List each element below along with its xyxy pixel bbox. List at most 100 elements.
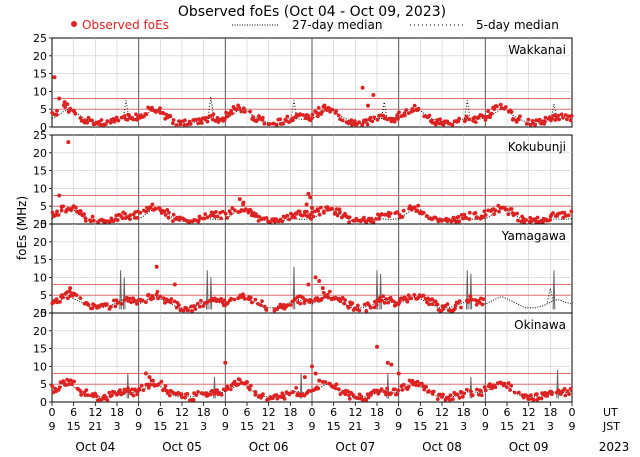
observed-point [382,301,387,305]
observed-point [125,295,129,300]
ut-tick-label: 0 [482,406,489,419]
observed-point [237,106,242,110]
observed-point [242,110,247,114]
ut-tick-label: 6 [417,406,424,419]
observed-point [245,380,250,384]
legend-observed-marker [71,21,77,27]
observed-point [352,119,357,123]
observed-point [83,393,88,397]
observed-outlier [389,362,394,367]
y-tick-label: 20 [33,325,47,338]
observed-point [518,114,522,119]
observed-point [326,295,331,300]
observed-point [316,209,321,213]
observed-point [404,108,409,112]
observed-point [316,106,321,110]
observed-point [112,298,116,303]
observed-point [92,303,97,308]
observed-point [181,308,186,313]
observed-point [127,296,132,301]
ut-tick-label: 18 [283,406,297,419]
observed-point [205,119,210,124]
observed-point [347,220,351,225]
observed-point [167,393,172,398]
station-label: Wakkanai [508,43,566,57]
observed-point [311,214,316,219]
observed-point [357,120,361,124]
observed-point [391,299,396,304]
day-label: Oct 05 [162,440,202,454]
observed-point [78,296,83,300]
observed-point [183,395,188,400]
observed-point [129,300,134,305]
observed-point [195,301,200,306]
observed-point [536,396,541,401]
observed-point [364,398,369,402]
observed-point [177,119,182,124]
observed-point [242,297,247,301]
observed-point [550,392,554,397]
observed-point [137,386,142,391]
observed-point [503,105,508,109]
observed-point [366,395,371,400]
observed-point [333,386,338,391]
observed-point [134,117,139,122]
observed-point [475,387,479,392]
observed-point [350,301,355,306]
observed-point [330,107,334,112]
observed-outlier [310,206,314,210]
observed-point [199,298,203,303]
observed-point [454,219,458,224]
observed-point [381,294,386,299]
observed-point [241,106,246,111]
observed-point [346,393,351,397]
observed-point [99,118,104,122]
observed-point [412,205,417,210]
observed-outlier [223,360,228,365]
observed-point [514,120,519,124]
observed-outlier [154,264,159,269]
observed-point [479,393,484,398]
observed-point [287,217,292,222]
observed-point [171,121,175,126]
observed-point [193,307,198,311]
observed-point [477,392,481,397]
observed-point [301,296,306,300]
observed-point [392,119,397,124]
y-tick-label: 0 [40,307,47,320]
observed-point [459,305,463,310]
observed-point [346,306,351,310]
observed-point [158,294,163,299]
observed-point [167,210,171,215]
observed-point [86,393,90,397]
observed-point [446,217,451,222]
observed-point [498,102,503,107]
observed-point [192,304,197,309]
observed-point [177,303,181,307]
observed-point [438,117,442,122]
observed-point [229,296,234,301]
observed-point [219,216,223,221]
observed-point [319,205,323,210]
observed-point [365,122,370,127]
observed-point [548,218,552,222]
observed-point [215,214,220,219]
observed-point [109,304,113,309]
observed-point [526,397,531,402]
observed-point [384,212,388,217]
ut-tick-label: 6 [70,406,77,419]
x-axis: 0961512211830961512211830961512211830961… [49,402,629,454]
observed-point [421,293,426,298]
observed-point [465,387,469,392]
observed-point [535,215,540,220]
y-tick-label: 25 [33,307,47,320]
observed-point [79,209,83,214]
observed-point [196,121,201,126]
observed-point [550,116,554,121]
day-label: Oct 04 [75,440,115,454]
observed-point [483,118,488,122]
observed-point [543,390,548,395]
observed-point [504,207,509,212]
observed-point [412,293,417,297]
observed-point [219,296,224,301]
